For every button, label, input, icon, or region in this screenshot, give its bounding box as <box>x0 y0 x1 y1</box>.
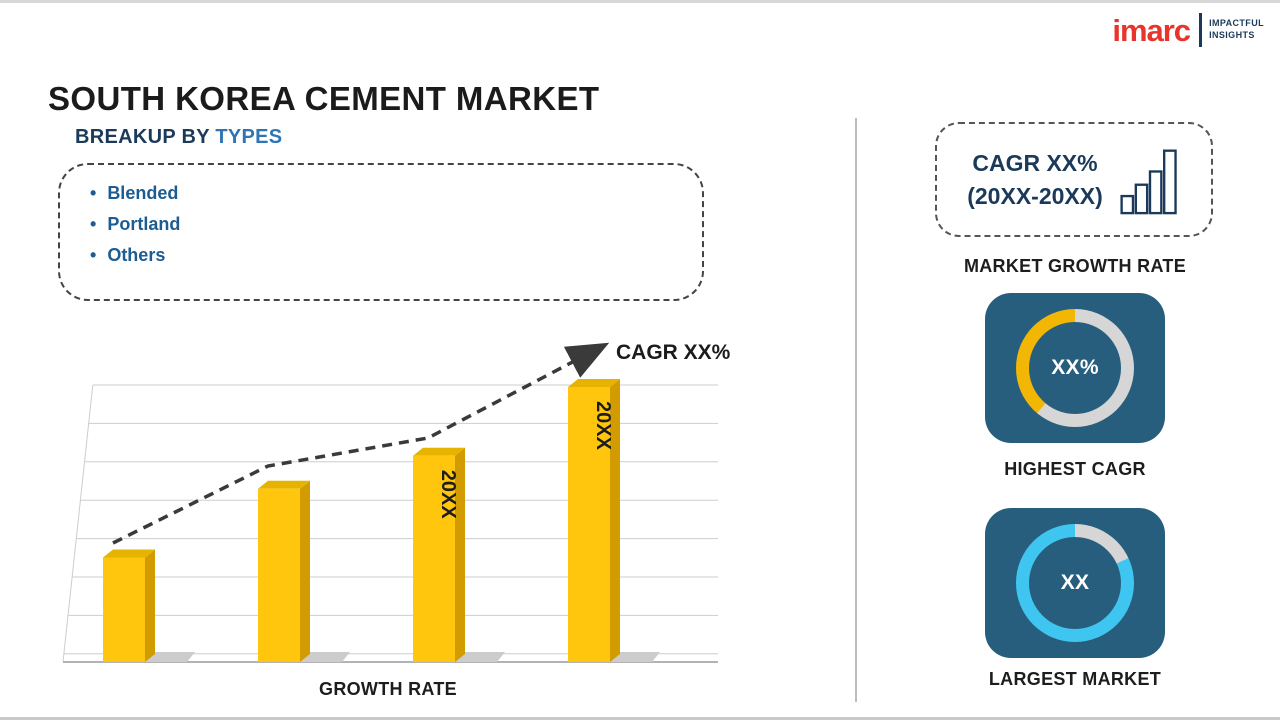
breakup-heading-prefix: BREAKUP BY <box>75 126 210 148</box>
imarc-logo-text: imarc <box>1112 12 1191 48</box>
cagr-summary-box: CAGR XX% (20XX-20XX) <box>935 122 1213 237</box>
growth-bar-chart: 20XX 20XX <box>62 342 718 663</box>
page-title: SOUTH KOREA CEMENT MARKET <box>48 80 600 118</box>
breakup-heading: BREAKUP BY TYPES <box>75 126 282 149</box>
largest-market-value: XX <box>1060 571 1090 594</box>
type-item-portland: Portland <box>90 209 702 240</box>
largest-market-donut-chart: XX <box>1016 524 1134 642</box>
logo-divider <box>1199 13 1203 47</box>
top-border <box>0 0 1280 3</box>
imarc-logo: imarc IMPACTFUL INSIGHTS <box>1112 13 1264 47</box>
largest-market-label: LARGEST MARKET <box>988 669 1162 689</box>
cagr-period-line: (20XX-20XX) <box>967 182 1103 209</box>
logo-tagline-line1: IMPACTFUL <box>1209 18 1264 29</box>
highest-cagr-card: XX% <box>985 293 1165 443</box>
vertical-divider <box>855 118 857 702</box>
cagr-value-line: CAGR XX% <box>972 150 1098 177</box>
type-item-others: Others <box>90 240 702 271</box>
trend-arrow-label: CAGR XX% <box>616 341 731 364</box>
highest-cagr-donut-chart: XX% <box>1016 309 1134 427</box>
bar-chart-icon <box>1120 148 1177 214</box>
svg-text:20XX: 20XX <box>592 401 614 451</box>
logo-tagline: IMPACTFUL INSIGHTS <box>1209 18 1264 41</box>
highest-cagr-label: HIGHEST CAGR <box>1004 459 1146 479</box>
market-growth-rate-label: MARKET GROWTH RATE <box>963 256 1187 276</box>
types-list-box: Blended Portland Others <box>58 163 704 301</box>
largest-market-card: XX <box>985 508 1165 658</box>
cagr-summary-text: CAGR XX% (20XX-20XX) <box>967 147 1103 211</box>
highest-cagr-value: XX% <box>1051 356 1099 379</box>
logo-tagline-line2: INSIGHTS <box>1209 30 1255 40</box>
breakup-heading-highlight: TYPES <box>215 126 283 148</box>
bottom-border <box>0 717 1280 720</box>
svg-text:20XX: 20XX <box>437 470 459 520</box>
chart-x-axis-label: GROWTH RATE <box>319 679 457 699</box>
type-item-blended: Blended <box>90 178 702 209</box>
